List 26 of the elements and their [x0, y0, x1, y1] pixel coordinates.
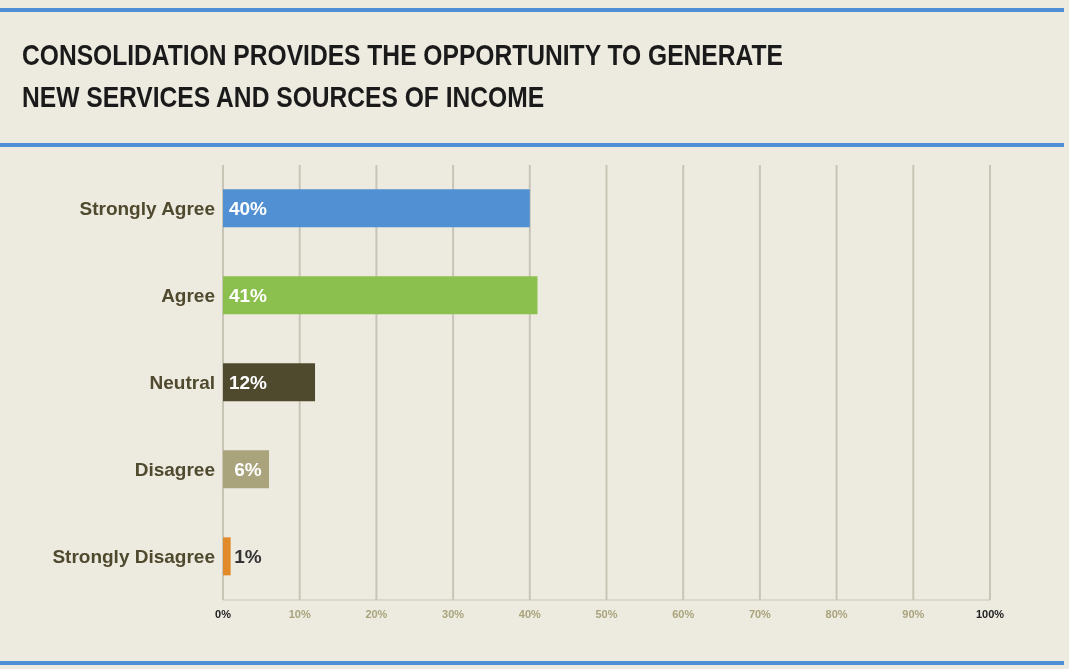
- y-tick-label: Strongly Disagree: [52, 546, 215, 568]
- x-tick-label: 40%: [518, 608, 542, 620]
- y-tick-label: Neutral: [149, 372, 215, 394]
- data-label: 12%: [228, 372, 268, 394]
- bar: [223, 276, 538, 315]
- x-tick-label: 70%: [748, 608, 772, 620]
- y-tick-label: Disagree: [134, 459, 215, 481]
- data-label: 40%: [228, 198, 268, 220]
- x-tick-label: 50%: [595, 608, 618, 620]
- y-tick-label: Strongly Agree: [79, 198, 215, 220]
- bar: [223, 537, 231, 576]
- x-tick-label: 30%: [442, 608, 465, 620]
- x-tick-label: 60%: [672, 608, 695, 620]
- x-tick-label: 20%: [365, 608, 388, 620]
- x-tick-label: 0%: [215, 608, 232, 620]
- chart-title: CONSOLIDATION PROVIDES THE OPPORTUNITY TO GENERATE NEW SERVICES AND SOURCES OF INCOME: [22, 37, 784, 115]
- x-tick-label: 100%: [975, 608, 1005, 620]
- y-tick-label: Agree: [161, 285, 215, 307]
- x-tick-label: 10%: [288, 608, 311, 620]
- bar: [223, 363, 316, 402]
- data-label: 6%: [234, 459, 262, 481]
- x-tick-label: 90%: [902, 608, 925, 620]
- data-label: 1%: [234, 546, 262, 568]
- bar: [223, 189, 530, 228]
- data-label: 41%: [228, 285, 268, 307]
- x-tick-label: 80%: [825, 608, 848, 620]
